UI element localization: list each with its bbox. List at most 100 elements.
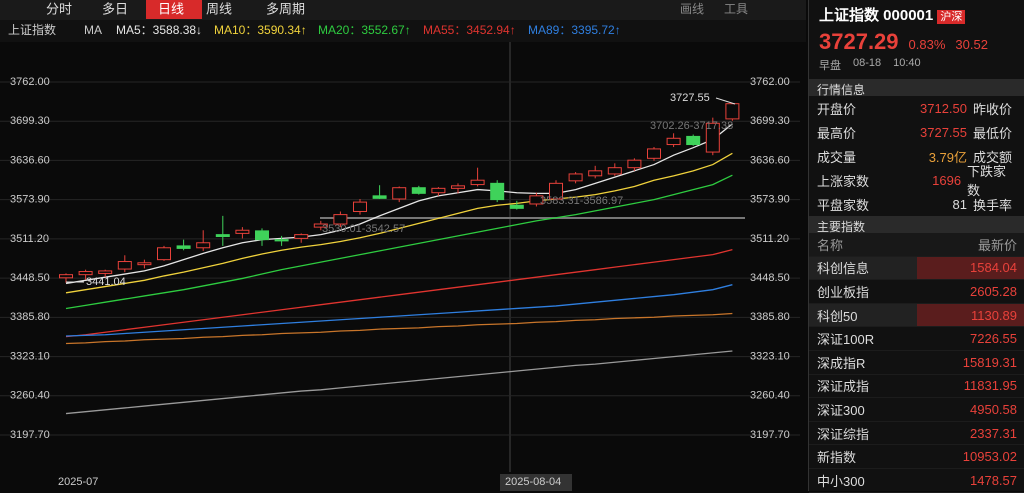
y-tick-label: 3511.20 (750, 233, 789, 245)
tab[interactable]: 多日 (102, 1, 128, 16)
quote-cell: 换手率 (973, 197, 1013, 213)
ma-line (65, 152, 733, 294)
index-row[interactable]: 深证成指 11831.95 (809, 375, 1024, 399)
legend-entry: MA55：3452.94↑ (423, 23, 516, 37)
tab[interactable]: 日线 (158, 1, 184, 16)
y-tick-label: 3448.50 (10, 272, 50, 284)
index-row[interactable]: 深证综指 2337.31 (809, 422, 1024, 446)
quote-cell: 1696 (932, 172, 962, 188)
index-row[interactable]: 深证300 4950.58 (809, 398, 1024, 422)
y-tick-label: 3636.60 (10, 154, 50, 166)
candle-body (411, 187, 426, 194)
change-pct: 0.83% (908, 37, 946, 52)
y-tick-label: 3197.70 (750, 429, 790, 441)
candle-body (157, 247, 171, 261)
candle-body (255, 230, 269, 241)
time: 10:40 (893, 57, 921, 69)
candle-body (509, 204, 524, 209)
active-tab (146, 0, 202, 19)
candle-body (235, 229, 250, 234)
section-title: 主要指数 (809, 216, 1024, 234)
candle-body (392, 187, 407, 200)
y-tick-label: 3385.80 (10, 311, 50, 323)
annotation: 3441.04 (86, 276, 126, 288)
ma-line (65, 284, 733, 337)
index-cell: 4950.58 (970, 401, 1017, 417)
session: 早盘 (819, 60, 841, 72)
col-header: 最新价 (977, 237, 1017, 253)
annotation: 3702.26-3717.38 (650, 120, 733, 132)
tab[interactable]: 多周期 (266, 1, 305, 16)
tool[interactable]: 画线 (680, 2, 704, 16)
index-cell: 深成指R (817, 355, 866, 371)
index-cell: 7226.55 (970, 331, 1017, 347)
candle-body (607, 167, 622, 175)
index-cell: 2605.28 (970, 283, 1017, 299)
y-tick-label: 3573.90 (750, 194, 790, 206)
candle-body (372, 195, 387, 199)
quote-cell: 3712.50 (920, 100, 967, 116)
quote-cell: 成交量 (817, 149, 857, 165)
chart: 上证指数 MA 分时 多日 日线 周线 多周期 画线 工具 MA5：3588.38↓ MA10：… (0, 0, 806, 491)
index-cell: 中小300 (817, 473, 865, 489)
candle-body (215, 234, 230, 238)
index-cell: 深证100R (817, 332, 875, 348)
candle-body (59, 274, 73, 279)
change: 30.52 (955, 37, 988, 52)
candle-body (568, 173, 583, 182)
annotation-arrow (715, 97, 736, 105)
price: 3727.29 (819, 29, 899, 54)
candle-body (686, 135, 701, 146)
y-tick-label: 3636.60 (750, 154, 790, 166)
y-tick-label: 3323.10 (10, 350, 50, 362)
section-title: 行情信息 (809, 79, 1024, 97)
candle-body (78, 271, 93, 276)
quote-row: 上涨家数 1696 下跌家数 (809, 164, 1024, 198)
candle-body (98, 270, 113, 274)
index-cell: 新指数 (817, 450, 857, 466)
date: 08-18 (853, 57, 882, 69)
y-tick-label: 3511.20 (10, 233, 49, 245)
y-tick-label: 3323.10 (750, 350, 790, 362)
y-tick-label: 3573.90 (10, 194, 50, 206)
legend-entry: MA89：3395.72↑ (528, 23, 621, 37)
candle-body (666, 137, 681, 146)
candle-body (313, 223, 328, 228)
tab[interactable]: 分时 (46, 1, 72, 16)
candle-body (196, 242, 211, 249)
stock-name: 上证指数 000001 (819, 7, 934, 24)
chart-title: 上证指数 (8, 22, 56, 37)
index-row[interactable]: 新指数 10953.02 (809, 445, 1024, 469)
annotation: 3727.55 (670, 92, 710, 104)
candle-body (705, 122, 720, 153)
quote-cell: 平盘家数 (817, 197, 870, 213)
index-row[interactable]: 中小300 1478.57 (809, 469, 1024, 493)
quote-cell: 最高价 (817, 125, 857, 141)
quote-row: 成交量 3.79亿 成交额 (809, 144, 1024, 168)
ma-line (65, 312, 733, 345)
tool[interactable]: 工具 (724, 2, 748, 16)
legend-entry: MA10：3590.34↑ (214, 23, 307, 37)
index-cell: 1478.57 (970, 472, 1017, 488)
index-cell: 11831.95 (963, 378, 1017, 394)
sidebar: 上证指数 000001 沪深 3727.29 0.83% 30.52 早盘 08-18… (808, 0, 1024, 493)
ma-line (65, 350, 733, 415)
index-row[interactable]: 深成指R 15819.31 (809, 351, 1024, 375)
quote-row: 平盘家数 81 换手率 (809, 192, 1024, 216)
quote-cell: 昨收价 (973, 101, 1013, 117)
index-row[interactable]: 科创信息 1584.04 (809, 256, 1024, 281)
candle-body (117, 261, 132, 270)
index-cell: 科创信息 (817, 261, 870, 277)
index-header: 名称 最新价 (809, 233, 1024, 257)
y-tick-label: 3197.70 (10, 429, 50, 441)
quote-row: 最高价 3727.55 最低价 (809, 120, 1024, 144)
candle-body (137, 262, 152, 266)
index-row[interactable]: 深证100R 7226.55 (809, 327, 1024, 351)
tab[interactable]: 周线 (206, 1, 232, 16)
col-header: 名称 (817, 237, 844, 253)
index-row[interactable]: 科创50 1130.89 (809, 303, 1024, 328)
index-row[interactable]: 创业板指 2605.28 (809, 280, 1024, 304)
quote-cell: 最低价 (973, 125, 1013, 141)
index-cell: 10953.02 (962, 449, 1017, 465)
stock-header: 上证指数 000001 沪深 (809, 0, 1024, 29)
